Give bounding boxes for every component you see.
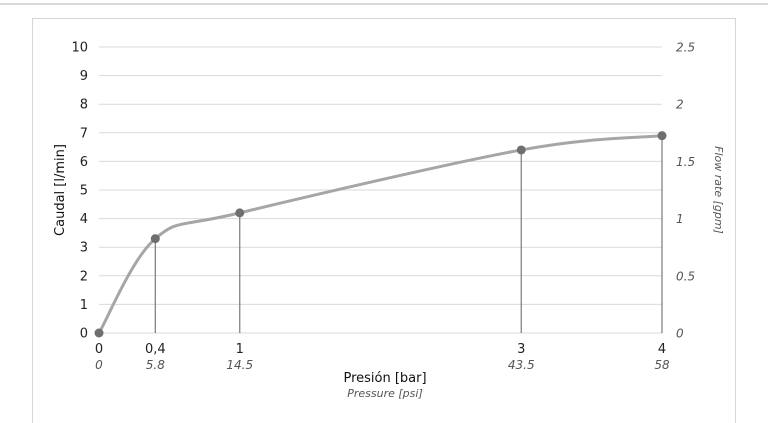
y-tick-label: 1 — [80, 298, 88, 313]
x-tick-label-psi: 43.5 — [508, 358, 535, 372]
data-point — [94, 328, 104, 338]
drop-lines — [154, 135, 663, 333]
y2-tick-label: 0 — [676, 327, 684, 341]
y-tick-label: 8 — [80, 98, 88, 113]
x-tick-label: 3 — [517, 342, 525, 357]
x-tick-label: 1 — [236, 342, 244, 357]
y-tick-label: 4 — [80, 212, 88, 227]
x-tick-label: 0,4 — [145, 342, 166, 357]
grid-layer — [99, 46, 662, 334]
series-line — [97, 134, 664, 335]
y2-tick-label: 2 — [676, 98, 684, 112]
y-tick-label: 3 — [80, 241, 88, 256]
x-tick-label: 0 — [95, 342, 103, 357]
x-tick-label-psi: 5.8 — [146, 358, 165, 372]
x-tick-label: 4 — [658, 342, 666, 357]
y-tick-label: 0 — [80, 327, 88, 342]
chart-border — [32, 18, 736, 423]
data-point — [516, 145, 526, 155]
y-tick-label: 2 — [80, 269, 88, 284]
x-tick-label-psi: 14.5 — [226, 358, 253, 372]
y-tick-label: 10 — [71, 41, 88, 56]
top-divider — [0, 3, 768, 5]
y2-tick-label: 1 — [676, 212, 684, 226]
series-layer — [97, 134, 664, 335]
x-tick-label-psi: 0 — [95, 358, 103, 372]
y-axis-title: Caudal [l/min] — [53, 144, 68, 236]
markers — [94, 131, 667, 338]
y-axis-secondary-title: Flow rate [gpm] — [712, 146, 725, 234]
data-point — [235, 208, 245, 218]
y-tick-label: 7 — [80, 126, 88, 141]
y-tick-label: 5 — [80, 184, 88, 199]
x-tick-label-psi: 58 — [654, 358, 670, 372]
x-axis-secondary-title: Pressure [psi] — [347, 387, 423, 400]
y2-tick-label: 1.5 — [676, 155, 695, 169]
data-point — [657, 131, 667, 141]
x-axis-title: Presión [bar] — [343, 371, 426, 386]
y2-tick-label: 0.5 — [676, 269, 695, 283]
y-tick-label: 6 — [80, 155, 88, 170]
data-point — [150, 234, 160, 244]
y-tick-label: 9 — [80, 69, 88, 84]
tick-labels: 01234567891000.511.522.5000,45.8114.5343… — [71, 41, 695, 373]
y2-tick-label: 2.5 — [676, 41, 695, 55]
